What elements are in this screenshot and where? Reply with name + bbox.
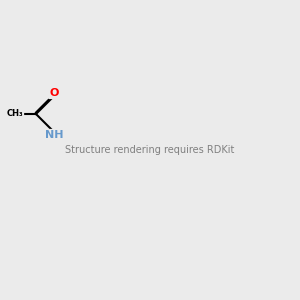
Text: Structure rendering requires RDKit: Structure rendering requires RDKit bbox=[65, 145, 235, 155]
Text: O: O bbox=[49, 88, 59, 98]
Text: NH: NH bbox=[45, 130, 63, 140]
Text: CH₃: CH₃ bbox=[7, 110, 23, 118]
